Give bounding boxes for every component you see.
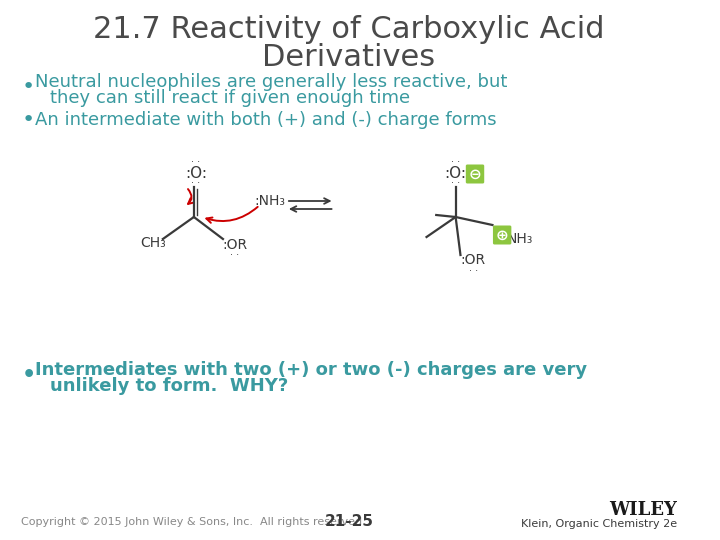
Text: · ·: · ·	[230, 250, 239, 260]
Text: :O:: :O:	[185, 165, 207, 180]
Text: •: •	[22, 77, 35, 97]
FancyBboxPatch shape	[466, 165, 485, 184]
Text: :O:: :O:	[445, 165, 467, 180]
Text: An intermediate with both (+) and (-) charge forms: An intermediate with both (+) and (-) ch…	[35, 111, 497, 129]
Text: · ·: · ·	[469, 266, 477, 276]
Text: Intermediates with two (+) or two (-) charges are very: Intermediates with two (+) or two (-) ch…	[35, 361, 587, 379]
Text: Neutral nucleophiles are generally less reactive, but: Neutral nucleophiles are generally less …	[35, 73, 508, 91]
Text: ⊕: ⊕	[496, 227, 508, 242]
Text: unlikely to form.  WHY?: unlikely to form. WHY?	[50, 377, 289, 395]
Text: :OR: :OR	[222, 238, 247, 252]
Text: Derivatives: Derivatives	[262, 43, 436, 71]
Text: · ·: · ·	[192, 178, 200, 188]
Text: ⊖: ⊖	[469, 166, 482, 181]
Text: · ·: · ·	[451, 157, 460, 167]
Text: Copyright © 2015 John Wiley & Sons, Inc.  All rights reserved.: Copyright © 2015 John Wiley & Sons, Inc.…	[22, 517, 366, 527]
Text: 21.7 Reactivity of Carboxylic Acid: 21.7 Reactivity of Carboxylic Acid	[93, 16, 605, 44]
Text: :NH₃: :NH₃	[254, 194, 285, 208]
Text: •: •	[22, 110, 35, 130]
Text: · ·: · ·	[451, 178, 460, 188]
Text: they can still react if given enough time: they can still react if given enough tim…	[50, 89, 410, 107]
Text: •: •	[22, 365, 35, 385]
Text: · ·: · ·	[192, 157, 200, 167]
FancyArrowPatch shape	[207, 207, 258, 223]
FancyBboxPatch shape	[493, 226, 511, 245]
Text: Klein, Organic Chemistry 2e: Klein, Organic Chemistry 2e	[521, 519, 677, 529]
Text: WILEY: WILEY	[609, 501, 677, 519]
Text: :OR: :OR	[461, 253, 485, 267]
Text: 21-25: 21-25	[325, 515, 374, 530]
Text: NH₃: NH₃	[506, 232, 533, 246]
FancyArrowPatch shape	[188, 189, 194, 204]
Text: CH₃: CH₃	[140, 236, 166, 250]
